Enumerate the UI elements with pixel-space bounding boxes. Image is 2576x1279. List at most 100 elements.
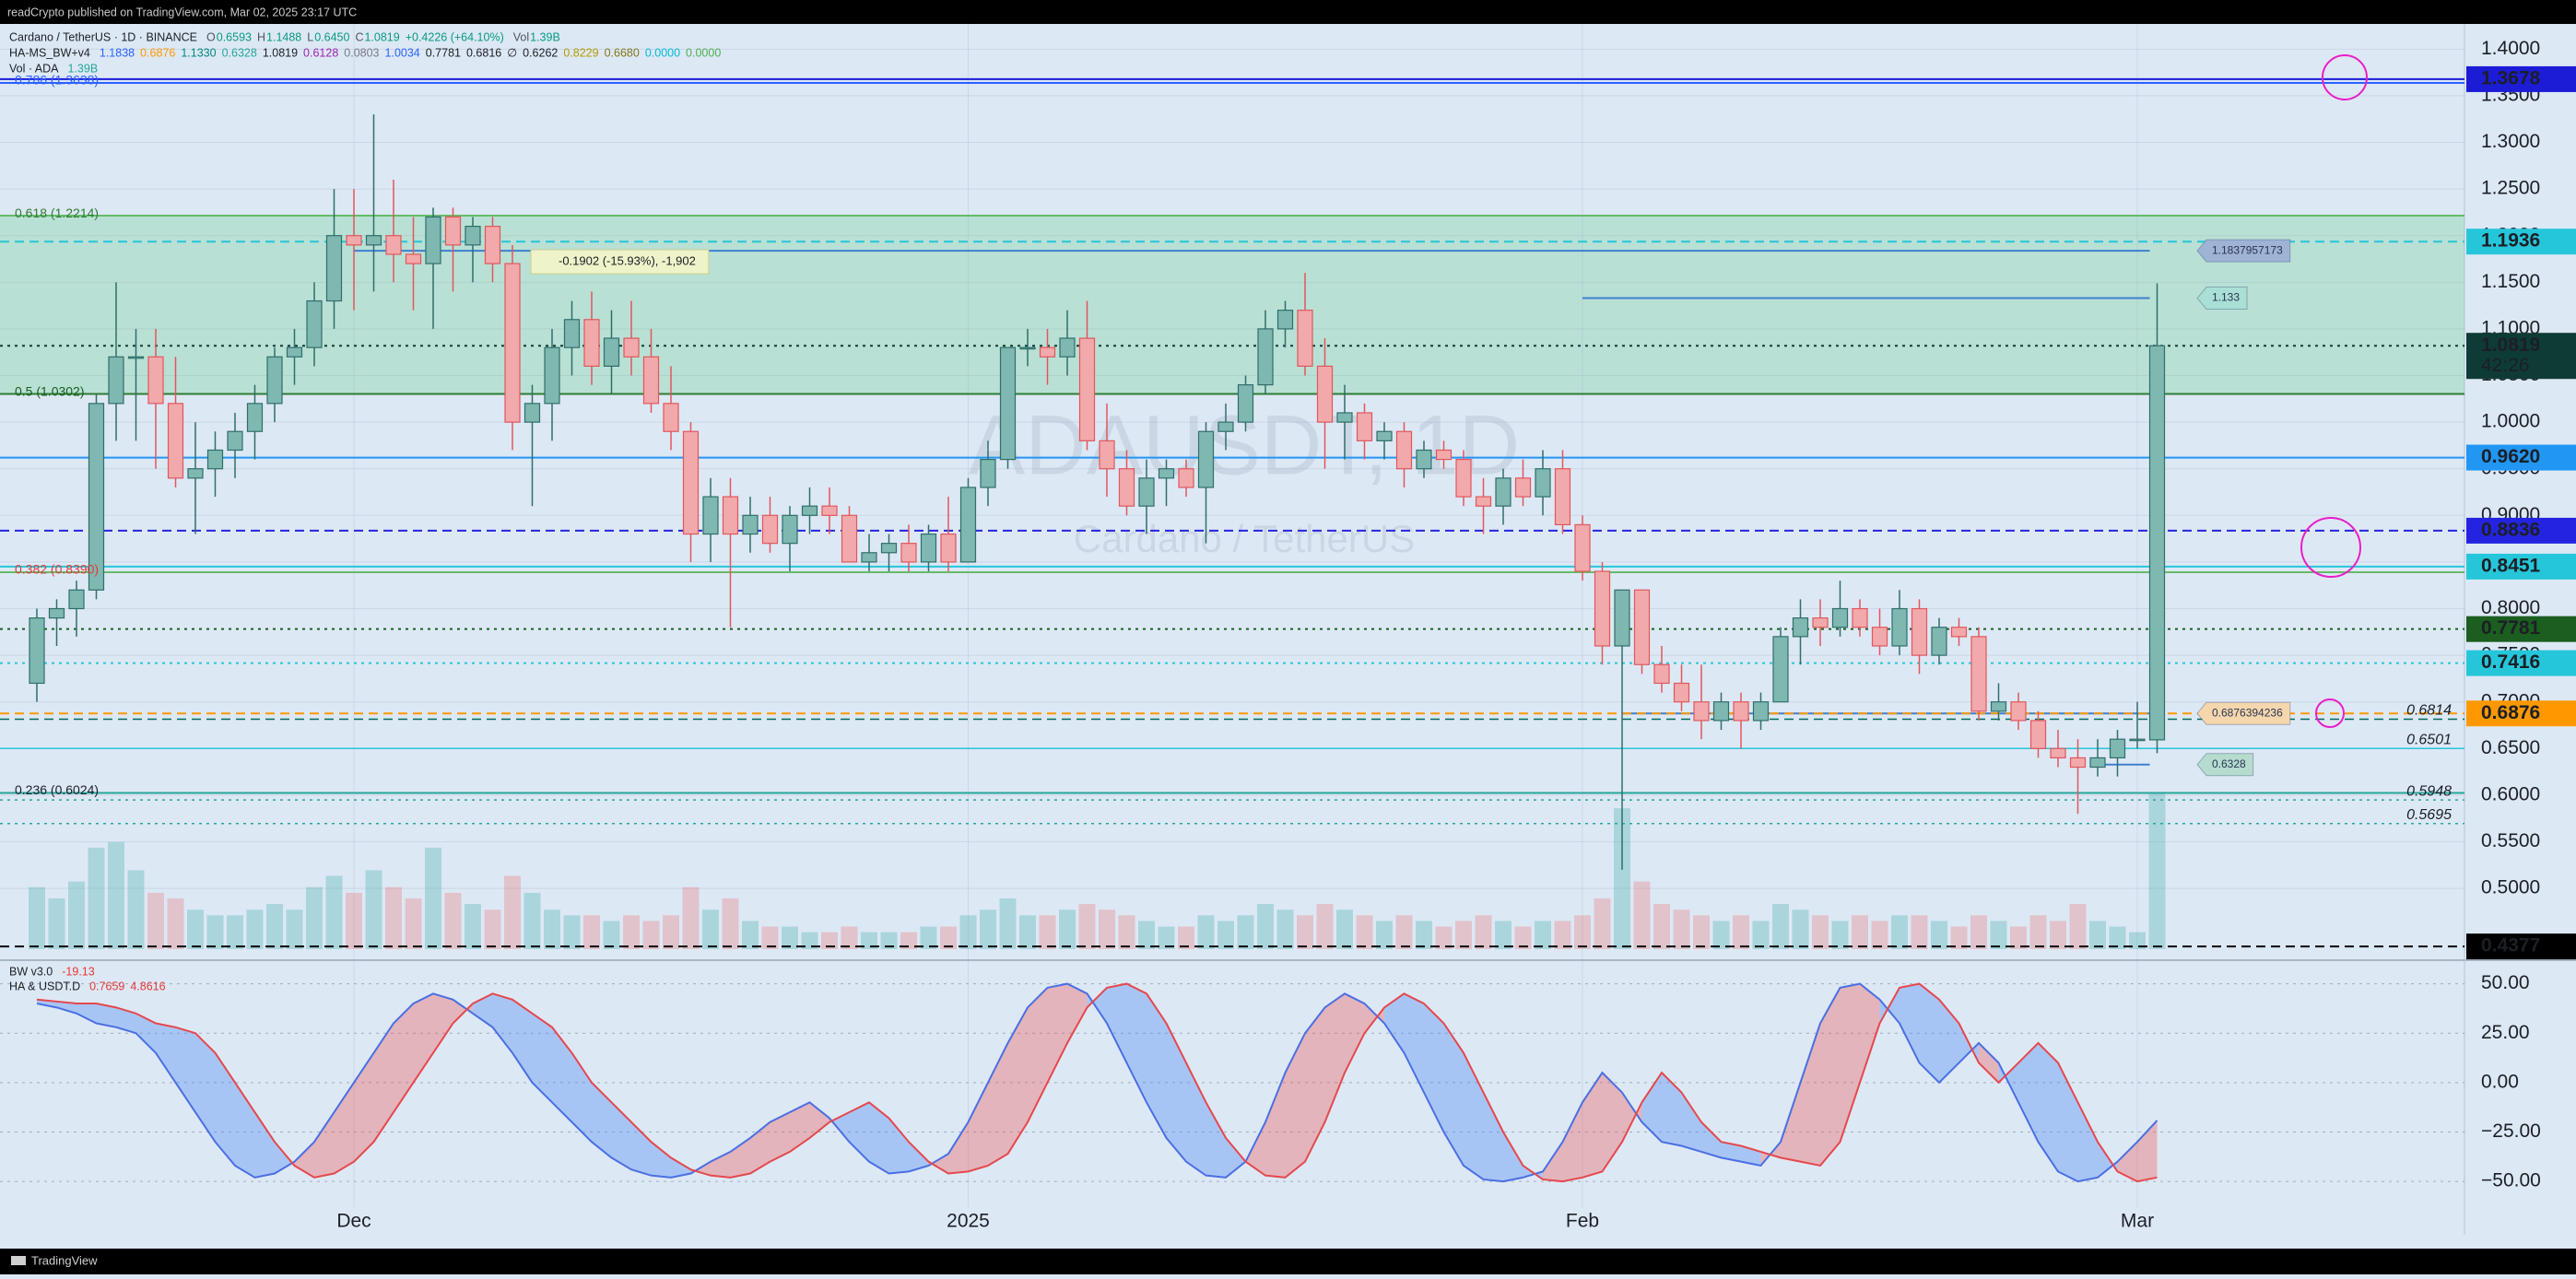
- volume-bar: [1237, 915, 1254, 949]
- osc-fill: [948, 1121, 969, 1174]
- osc-fill: [1662, 1073, 1682, 1146]
- candle-body: [2069, 757, 2087, 769]
- candle-body: [206, 449, 224, 470]
- price-badge-label: 1.3678: [2481, 67, 2541, 88]
- candle-body: [1891, 607, 1908, 647]
- indicator-value: 0.6328: [222, 46, 257, 59]
- ohlc-key: C: [355, 30, 363, 43]
- y-tick-label: 0.8000: [2481, 597, 2540, 618]
- osc-fill: [1147, 993, 1167, 1138]
- ohlc-value: 1.1488: [266, 30, 301, 43]
- volume-bar: [623, 915, 640, 949]
- price-badge: [2466, 650, 2576, 676]
- candle-body: [1792, 617, 1809, 638]
- price-badge-label: 1.0819: [2481, 334, 2540, 356]
- candle-body: [147, 356, 164, 405]
- fib-label: 0.618 (1.2214): [15, 205, 99, 220]
- volume-bar: [861, 932, 877, 949]
- fib-label: 0.5 (1.0302): [15, 383, 85, 398]
- volume-bar: [2129, 932, 2146, 949]
- y-tick-label: 1.2500: [2481, 178, 2540, 199]
- osc-fill: [116, 1007, 136, 1034]
- osc-fill: [1443, 1023, 1464, 1166]
- candle-body: [1633, 589, 1651, 665]
- osc-fill: [1226, 1137, 1246, 1178]
- volume-bar: [682, 886, 700, 949]
- candle-body: [48, 607, 65, 619]
- candle-body: [29, 617, 45, 685]
- y-tick-label: 0.6000: [2481, 783, 2540, 804]
- annotation-label: 0.6876394236: [2212, 706, 2283, 719]
- candle-body: [1197, 430, 1215, 488]
- candle-body: [801, 505, 818, 516]
- osc-fill: [1602, 1073, 1622, 1172]
- candle-body: [959, 487, 977, 563]
- oscillator-layer: [36, 982, 2158, 1183]
- volume-bar: [1395, 915, 1413, 949]
- volume-bar: [465, 904, 481, 949]
- indicator-value: 0.0000: [645, 46, 680, 59]
- osc-fill: [492, 993, 512, 1053]
- volume-bar: [1554, 921, 1571, 949]
- osc-fill: [1483, 1092, 1503, 1182]
- candle-body: [306, 299, 323, 348]
- osc-fill: [96, 1003, 116, 1027]
- volume-bar: [127, 870, 145, 949]
- volume-bar: [1653, 904, 1670, 949]
- volume-bar: [1574, 915, 1591, 949]
- candle-body: [385, 235, 402, 255]
- y-tick-label: 0.5500: [2481, 830, 2540, 851]
- candle-body: [346, 235, 362, 246]
- osc-fill: [1979, 1042, 1999, 1083]
- osc-fill: [869, 1102, 889, 1174]
- volume-bar: [1078, 904, 1096, 949]
- candle-body: [1356, 412, 1373, 441]
- osc-fill: [611, 1102, 631, 1170]
- fib-label: 0.786 (1.3638): [15, 73, 99, 88]
- candle-body: [246, 403, 264, 432]
- axis-layer: 1.40001.35001.30001.25001.20001.15001.10…: [336, 38, 2576, 1232]
- x-tick-label: Mar: [2121, 1211, 2154, 1232]
- candle-body: [504, 263, 521, 423]
- volume-bar: [1019, 915, 1036, 949]
- volume-bar: [48, 898, 65, 949]
- osc-fill: [888, 1118, 909, 1174]
- volume-bar: [405, 898, 422, 949]
- osc-fill: [1028, 987, 1048, 1122]
- volume-bar: [246, 909, 264, 949]
- candle-body: [782, 514, 798, 545]
- candle-body: [127, 356, 145, 359]
- candle-body: [544, 346, 560, 405]
- volume-bar: [1039, 915, 1056, 949]
- osc-fill: [1126, 983, 1147, 1103]
- y-tick-label: 1.0000: [2481, 411, 2540, 432]
- osc-tick-label: 0.00: [2481, 1071, 2519, 1092]
- candle-body: [900, 543, 917, 563]
- volume-bar: [642, 921, 660, 949]
- candle-body: [1712, 701, 1730, 722]
- indicator-value: 0.7781: [426, 46, 461, 59]
- volume-bar: [1435, 926, 1453, 949]
- y-tick-label: 1.3000: [2481, 131, 2540, 152]
- candle-body: [1475, 496, 1492, 507]
- volume-bar: [1276, 909, 1294, 949]
- price-badge-label: 0.7416: [2481, 651, 2540, 673]
- candle-body: [1871, 627, 1888, 647]
- candle-body: [642, 356, 660, 405]
- candle-body: [1812, 617, 1829, 628]
- volume-bar: [1970, 915, 1987, 949]
- osc-fill: [156, 1023, 176, 1083]
- candle-layer: [29, 114, 2166, 870]
- volume-legend-value: 1.39B: [68, 62, 99, 75]
- candle-body: [1911, 607, 1928, 656]
- candle-body: [2089, 757, 2106, 769]
- osc-fill: [1503, 1132, 1523, 1182]
- volume-bar: [2010, 926, 2027, 949]
- volume-bar: [346, 892, 362, 949]
- footer-bar: [0, 1249, 2576, 1274]
- volume-bar: [1911, 915, 1928, 949]
- volume-bar: [504, 875, 521, 949]
- candle-body: [1257, 328, 1274, 386]
- osc-fill: [2137, 1120, 2158, 1182]
- osc-tick-label: 25.00: [2481, 1022, 2530, 1043]
